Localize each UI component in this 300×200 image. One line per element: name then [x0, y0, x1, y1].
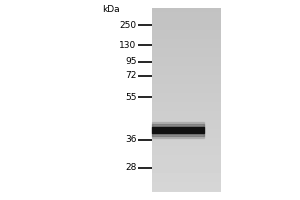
Bar: [152, 122, 204, 127]
Text: 72: 72: [125, 72, 136, 80]
Text: 55: 55: [125, 92, 136, 102]
Text: 130: 130: [119, 40, 136, 49]
Bar: [152, 133, 204, 136]
Text: 95: 95: [125, 58, 136, 66]
Text: kDa: kDa: [102, 5, 120, 15]
Bar: [152, 124, 204, 127]
Text: 250: 250: [119, 21, 136, 29]
Bar: [152, 133, 204, 138]
Bar: [152, 127, 204, 133]
Text: 28: 28: [125, 164, 136, 172]
Text: 36: 36: [125, 136, 136, 144]
